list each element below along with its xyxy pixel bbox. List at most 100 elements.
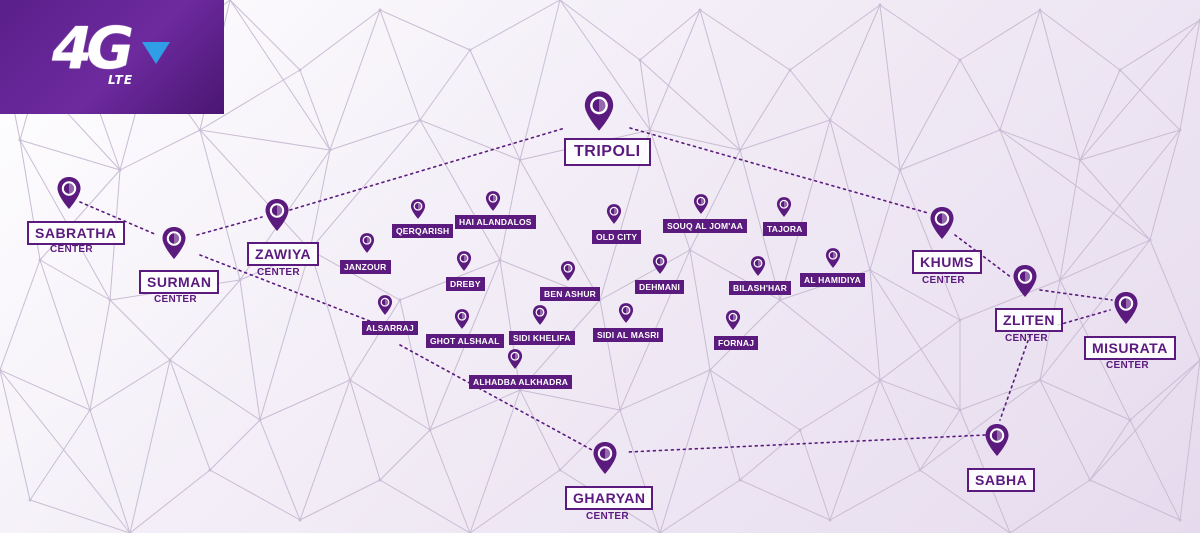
mesh-line: [829, 379, 881, 521]
mesh-line: [169, 279, 241, 361]
neighborhood-label[interactable]: HAI ALANDALOS: [455, 215, 536, 229]
location-pin-icon[interactable]: [485, 190, 501, 212]
mesh-node: [798, 428, 802, 432]
location-pin-icon[interactable]: [532, 304, 548, 326]
location-pin-icon[interactable]: [984, 423, 1010, 457]
location-pin-icon[interactable]: [410, 198, 426, 220]
location-pin-icon[interactable]: [725, 309, 741, 331]
mesh-line: [1079, 69, 1121, 161]
major-location-label-khums[interactable]: KHUMS: [912, 250, 982, 274]
major-location-label-sabha[interactable]: SABHA: [967, 468, 1036, 492]
neighborhood-label[interactable]: DEHMANI: [635, 280, 685, 294]
mesh-line: [229, 0, 331, 151]
neighborhood-label[interactable]: SIDI KHELIFA: [509, 331, 575, 345]
location-pin-icon[interactable]: [1012, 264, 1038, 298]
neighborhood-label[interactable]: ALSARRAJ: [362, 321, 418, 335]
neighborhood-label[interactable]: SIDI AL MASRI: [593, 328, 664, 342]
mesh-node: [788, 68, 792, 72]
mesh-line: [39, 259, 111, 301]
location-pin-icon[interactable]: [264, 198, 290, 232]
location-pin-icon[interactable]: [161, 226, 187, 260]
neighborhood-label[interactable]: FORNAJ: [714, 336, 759, 350]
mesh-line: [879, 379, 921, 471]
mesh-line: [379, 9, 421, 121]
location-pin-icon[interactable]: [456, 250, 472, 272]
neighborhood-label[interactable]: SOUQ AL JOM'AA: [663, 219, 748, 233]
neighborhood-label[interactable]: OLD CITY: [592, 230, 642, 244]
mesh-node: [238, 278, 242, 282]
location-pin-icon[interactable]: [359, 232, 375, 254]
location-pin-icon[interactable]: [750, 255, 766, 277]
location-pin-icon[interactable]: [507, 348, 523, 370]
mesh-line: [199, 129, 311, 251]
mesh-line: [559, 0, 651, 131]
major-location-label-tripoli[interactable]: TRIPOLI: [564, 138, 651, 166]
major-location-label-zliten[interactable]: ZLITEN: [995, 308, 1063, 332]
mesh-node: [88, 408, 92, 412]
logo-accent-icon: [142, 42, 170, 64]
major-location-label-sabratha[interactable]: SABRATHA: [27, 221, 125, 245]
location-pin-icon[interactable]: [693, 193, 709, 215]
neighborhood-label[interactable]: ALHADBA ALKHADRA: [469, 375, 573, 389]
mesh-line: [1059, 159, 1081, 281]
mesh-line: [349, 379, 431, 431]
mesh-line: [299, 479, 381, 521]
location-pin-icon[interactable]: [1113, 291, 1139, 325]
neighborhood-label[interactable]: BILASH'HAR: [729, 281, 792, 295]
mesh-line: [259, 419, 301, 521]
mesh-line: [419, 119, 501, 261]
location-pin-icon[interactable]: [652, 253, 668, 275]
neighborhood-label[interactable]: DREBY: [446, 277, 485, 291]
mesh-line: [789, 69, 831, 121]
mesh-line: [799, 429, 831, 521]
neighborhood-label[interactable]: JANZOUR: [340, 260, 391, 274]
location-pin-icon[interactable]: [377, 294, 393, 316]
location-pin-icon[interactable]: [560, 260, 576, 282]
neighborhood-label[interactable]: TAJORA: [763, 222, 807, 236]
mesh-line: [599, 249, 691, 301]
mesh-line: [1089, 479, 1181, 521]
mesh-line: [639, 59, 651, 131]
mesh-line: [869, 269, 961, 411]
mesh-line: [779, 119, 831, 301]
mesh-line: [499, 259, 521, 391]
mesh-line: [1149, 239, 1200, 361]
mesh-node: [1058, 278, 1062, 282]
neighborhood-label[interactable]: AL HAMIDIYA: [800, 273, 865, 287]
mesh-line: [709, 369, 801, 431]
neighborhood-label[interactable]: QERQARISH: [392, 224, 454, 238]
major-location-label-surman[interactable]: SURMAN: [139, 270, 220, 294]
mesh-line: [299, 69, 331, 151]
mesh-node: [648, 128, 652, 132]
location-pin-icon[interactable]: [583, 89, 615, 133]
mesh-node: [378, 8, 382, 12]
location-pin-icon[interactable]: [825, 247, 841, 269]
mesh-line: [1059, 129, 1181, 281]
route-line: [999, 334, 1031, 421]
mesh-line: [379, 9, 471, 51]
location-pin-icon[interactable]: [56, 176, 82, 210]
location-pin-icon[interactable]: [592, 441, 618, 475]
location-pin-icon[interactable]: [618, 302, 634, 324]
major-location-label-zawiya[interactable]: ZAWIYA: [247, 242, 320, 266]
mesh-line: [919, 379, 1041, 471]
location-pin-icon[interactable]: [454, 308, 470, 330]
location-pin-icon[interactable]: [606, 203, 622, 225]
mesh-node: [878, 3, 882, 7]
major-location-label-gharyan[interactable]: GHARYAN: [565, 486, 654, 510]
mesh-line: [349, 299, 401, 381]
mesh-node: [958, 408, 962, 412]
mesh-line: [39, 259, 91, 411]
location-pin-icon[interactable]: [929, 206, 955, 240]
mesh-node: [1178, 518, 1182, 522]
mesh-line: [349, 379, 381, 481]
major-location-label-misurata[interactable]: MISURATA: [1084, 336, 1176, 360]
neighborhood-label[interactable]: GHOT ALSHAAL: [426, 334, 504, 348]
mesh-line: [429, 429, 471, 533]
location-pin-icon[interactable]: [776, 196, 792, 218]
logo-lte-text: LTE: [108, 73, 134, 87]
neighborhood-label[interactable]: BEN ASHUR: [540, 287, 601, 301]
mesh-node: [738, 148, 742, 152]
mesh-line: [199, 69, 301, 131]
